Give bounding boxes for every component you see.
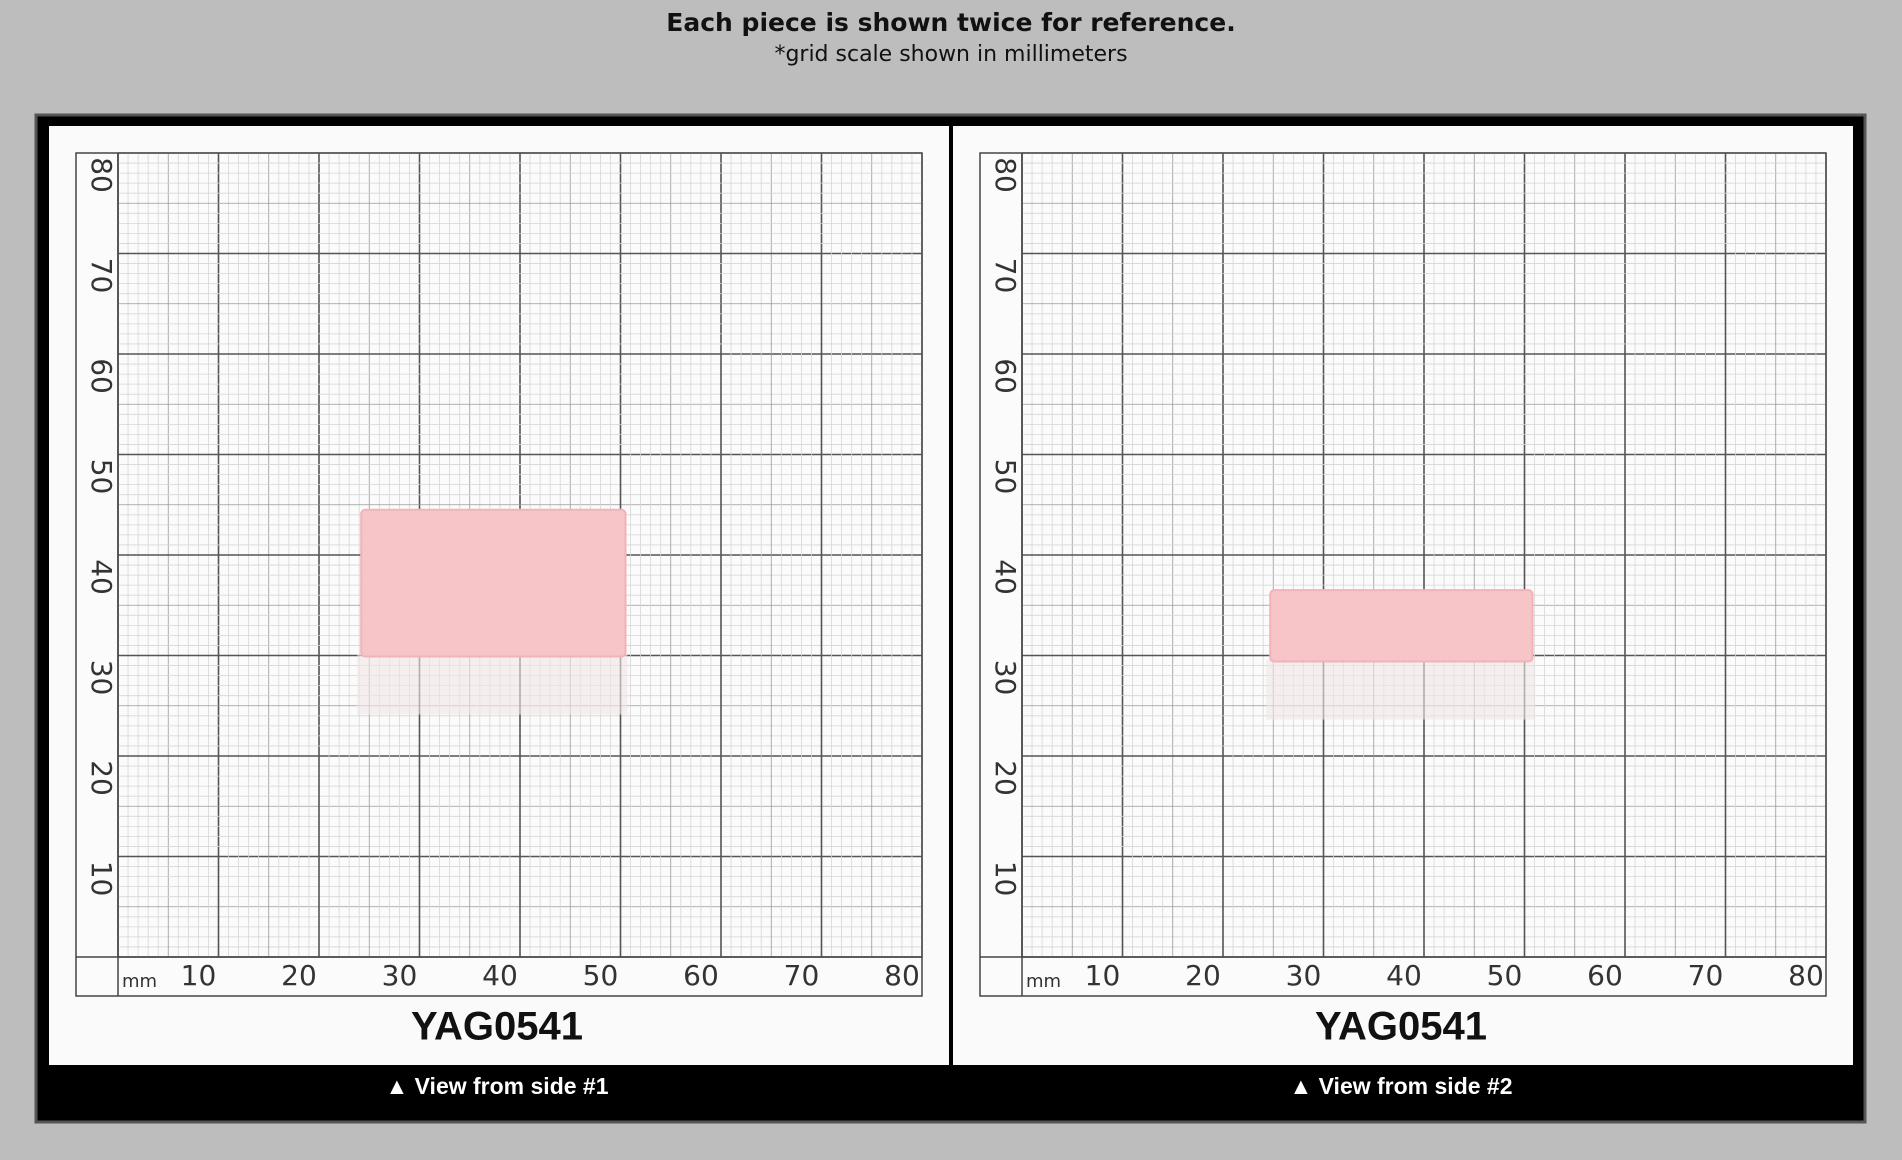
unit-label: mm [1026, 971, 1061, 992]
grid-border [979, 152, 1827, 997]
y-scale-label: 30 [85, 660, 118, 696]
panel: mm 10 20 30 40 50 60 70 80 10 20 30 40 50 60 70 80 YAG054… [49, 126, 949, 1116]
sample-piece [1269, 589, 1534, 663]
y-scale-label: 20 [989, 760, 1022, 796]
y-scale-label: 40 [989, 559, 1022, 595]
sample-id: YAG0541 [411, 1005, 583, 1049]
sample-id: YAG0541 [1315, 1005, 1487, 1049]
y-scale-label: 60 [85, 358, 118, 394]
title: Each piece is shown twice for reference. [666, 8, 1235, 37]
y-scale-label: 70 [989, 258, 1022, 294]
x-scale-label: 30 [1286, 959, 1322, 992]
y-scale-label: 50 [85, 459, 118, 495]
x-scale-label: 30 [382, 959, 418, 992]
x-scale-label: 10 [181, 959, 217, 992]
y-scale-label: 70 [85, 258, 118, 294]
x-scale-label: 80 [884, 959, 920, 992]
x-scale-label: 70 [1688, 959, 1724, 992]
x-scale-label: 60 [683, 959, 719, 992]
x-scale-label: 20 [281, 959, 317, 992]
y-scale-label: 80 [85, 157, 118, 193]
x-scale-label: 80 [1788, 959, 1824, 992]
caption-band [49, 1065, 949, 1116]
sample-shadow [1266, 659, 1535, 720]
x-scale-label: 40 [482, 959, 518, 992]
x-scale-label: 50 [583, 959, 619, 992]
caption: ▲ View from side #1 [385, 1073, 608, 1099]
caption: ▲ View from side #2 [1289, 1073, 1512, 1099]
caption-band [953, 1065, 1853, 1116]
panel: mm 10 20 30 40 50 60 70 80 10 20 30 40 50 60 70 80 YAG054… [953, 126, 1853, 1116]
sample-shadow [357, 654, 628, 715]
y-scale-label: 20 [85, 760, 118, 796]
sample-piece [360, 508, 627, 658]
y-scale-label: 50 [989, 459, 1022, 495]
y-scale-label: 60 [989, 358, 1022, 394]
x-scale-label: 40 [1386, 959, 1422, 992]
x-scale-label: 60 [1587, 959, 1623, 992]
x-scale-label: 10 [1085, 959, 1121, 992]
y-scale-label: 40 [85, 559, 118, 595]
unit-label: mm [122, 971, 157, 992]
x-scale-label: 50 [1487, 959, 1523, 992]
subtitle: *grid scale shown in millimeters [774, 42, 1127, 67]
x-scale-label: 70 [784, 959, 820, 992]
x-scale-label: 20 [1185, 959, 1221, 992]
y-scale-label: 30 [989, 660, 1022, 696]
y-scale-label: 10 [989, 861, 1022, 897]
y-scale-label: 10 [85, 861, 118, 897]
y-scale-label: 80 [989, 157, 1022, 193]
